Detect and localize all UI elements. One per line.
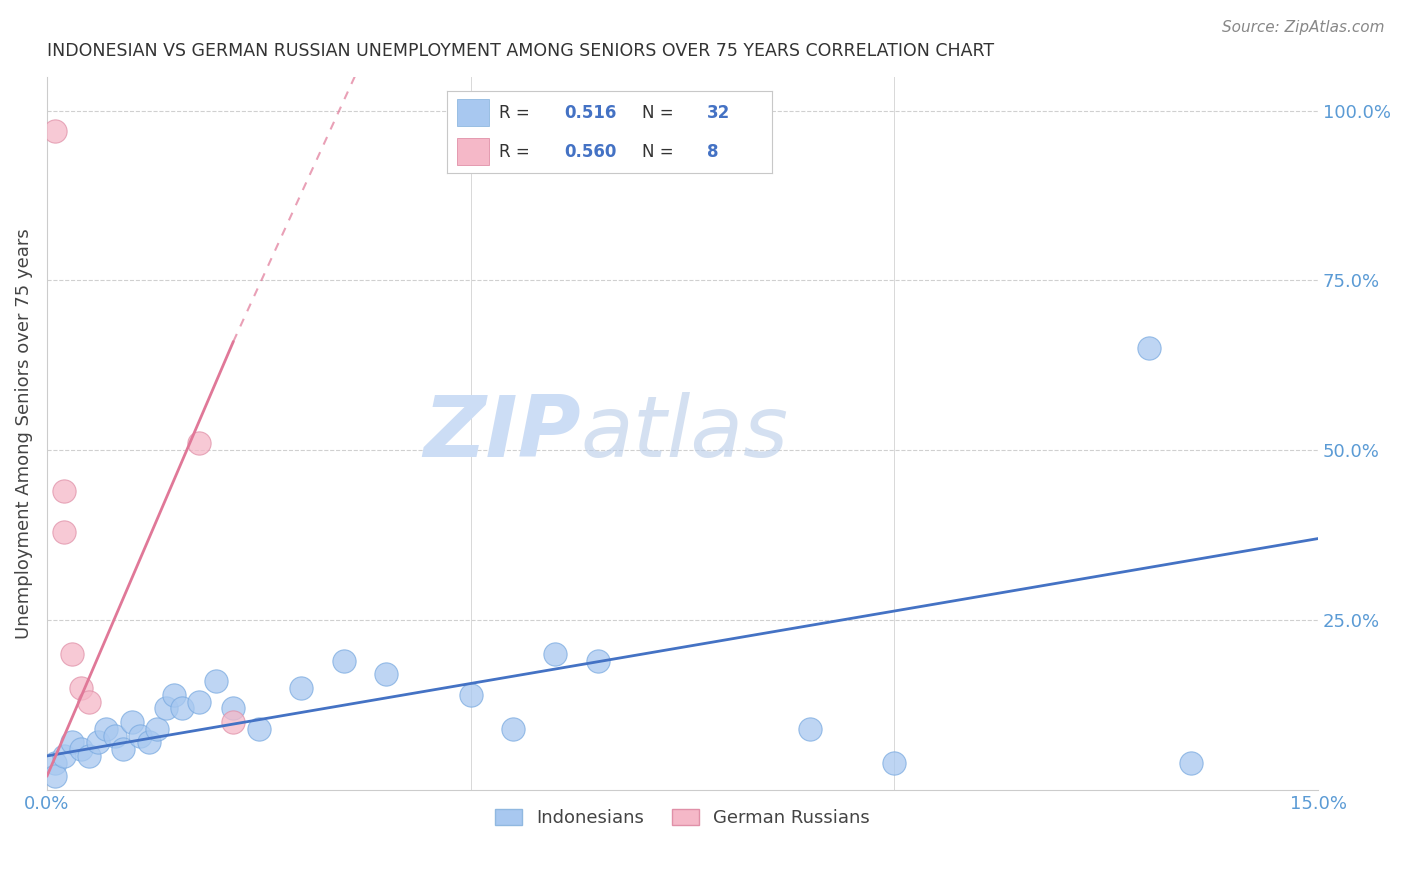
Point — [247, 722, 270, 736]
Point — [87, 735, 110, 749]
Point — [222, 714, 245, 729]
Point — [172, 701, 194, 715]
Point — [332, 654, 354, 668]
Text: atlas: atlas — [581, 392, 789, 475]
Point — [222, 701, 245, 715]
Point — [1137, 342, 1160, 356]
Point — [188, 436, 211, 450]
Point — [60, 735, 83, 749]
Point — [155, 701, 177, 715]
Point — [69, 742, 91, 756]
Point — [52, 748, 75, 763]
Text: Source: ZipAtlas.com: Source: ZipAtlas.com — [1222, 20, 1385, 35]
Point — [77, 695, 100, 709]
Point — [60, 647, 83, 661]
Point — [77, 748, 100, 763]
Y-axis label: Unemployment Among Seniors over 75 years: Unemployment Among Seniors over 75 years — [15, 227, 32, 639]
Point — [188, 695, 211, 709]
Point — [138, 735, 160, 749]
Point — [44, 124, 66, 138]
Point — [44, 756, 66, 770]
Point — [799, 722, 821, 736]
Point — [883, 756, 905, 770]
Point — [502, 722, 524, 736]
Point — [112, 742, 135, 756]
Point — [1180, 756, 1202, 770]
Point — [544, 647, 567, 661]
Point — [44, 769, 66, 783]
Point — [146, 722, 169, 736]
Point — [69, 681, 91, 695]
Legend: Indonesians, German Russians: Indonesians, German Russians — [488, 802, 877, 834]
Point — [460, 688, 482, 702]
Point — [205, 674, 228, 689]
Point — [129, 729, 152, 743]
Point — [290, 681, 312, 695]
Text: INDONESIAN VS GERMAN RUSSIAN UNEMPLOYMENT AMONG SENIORS OVER 75 YEARS CORRELATIO: INDONESIAN VS GERMAN RUSSIAN UNEMPLOYMEN… — [46, 42, 994, 60]
Point — [374, 667, 396, 681]
Text: ZIP: ZIP — [423, 392, 581, 475]
Point — [96, 722, 118, 736]
Point — [52, 483, 75, 498]
Point — [104, 729, 127, 743]
Point — [586, 654, 609, 668]
Point — [121, 714, 143, 729]
Point — [52, 524, 75, 539]
Point — [163, 688, 186, 702]
